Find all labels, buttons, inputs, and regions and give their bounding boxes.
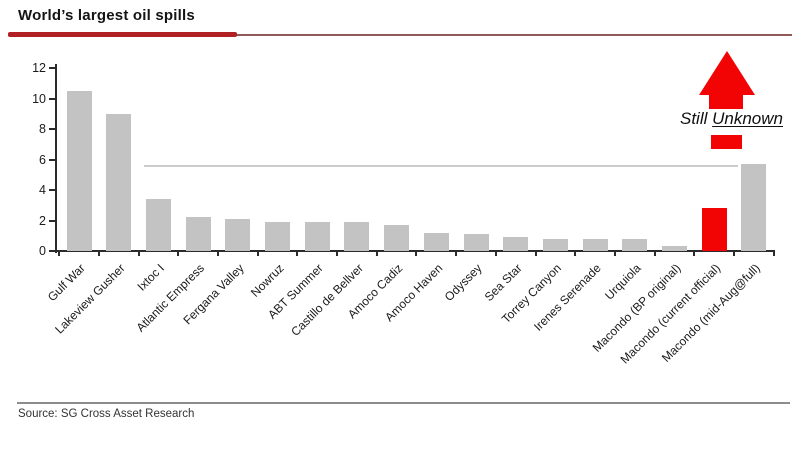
bar-macondo-mid-aug-full xyxy=(741,164,766,251)
x-axis-tick xyxy=(415,251,418,256)
x-label-text: Castillo de Bellver xyxy=(288,261,366,339)
bar-ixtoc-i xyxy=(146,199,171,251)
x-axis-tick xyxy=(97,251,100,256)
x-label-text: Odyssey xyxy=(442,261,485,304)
annotation-text-prefix: Still xyxy=(680,109,713,128)
x-axis-tick xyxy=(772,251,775,256)
bar-abt-summer xyxy=(305,222,330,251)
x-axis-line xyxy=(55,250,775,253)
bar-sea-star xyxy=(503,237,528,251)
up-arrow-stem xyxy=(709,94,743,109)
page-title: World’s largest oil spills xyxy=(18,7,195,24)
x-axis-tick xyxy=(137,251,140,256)
reference-line xyxy=(144,165,738,167)
bar-macondo-current-official xyxy=(702,208,727,251)
x-axis-tick xyxy=(733,251,736,256)
y-axis-tick xyxy=(49,158,55,161)
y-tick-label-12: 12 xyxy=(32,61,46,75)
x-axis-tick xyxy=(177,251,180,256)
x-axis-tick xyxy=(296,251,299,256)
x-axis-tick xyxy=(693,251,696,256)
x-label-text: Lakeview Gusher xyxy=(52,261,128,337)
x-axis-tick xyxy=(336,251,339,256)
bar-macondo-bp-original xyxy=(662,246,687,251)
bar-nowruz xyxy=(265,222,290,251)
x-axis-tick xyxy=(534,251,537,256)
y-axis-tick xyxy=(49,128,55,130)
bar-amoco-cadiz xyxy=(384,225,409,251)
source-text: Source: SG Cross Asset Research xyxy=(18,408,195,420)
y-axis-tick xyxy=(49,189,55,191)
x-axis-tick xyxy=(494,251,497,256)
y-axis-tick xyxy=(49,67,55,69)
bar-lakeview-gusher xyxy=(106,114,131,251)
annotation-still-unknown: Still Unknown xyxy=(650,109,801,129)
y-tick-label-4: 4 xyxy=(39,183,46,197)
y-axis-line xyxy=(55,64,57,253)
up-arrow-icon xyxy=(699,51,755,95)
bar-torrey-canyon xyxy=(543,239,568,251)
bar-gulf-war xyxy=(67,91,92,251)
title-underline-rule xyxy=(8,34,792,36)
bar-amoco-haven xyxy=(424,233,449,251)
y-tick-label-0: 0 xyxy=(39,244,46,258)
y-axis-tick xyxy=(49,97,55,100)
x-label-text: Ixtoc I xyxy=(134,261,168,294)
y-axis-tick xyxy=(49,250,55,252)
x-axis-tick xyxy=(58,251,61,256)
y-tick-label-8: 8 xyxy=(39,122,46,136)
x-axis-tick xyxy=(613,251,616,256)
y-tick-label-10: 10 xyxy=(32,91,46,106)
x-axis-tick xyxy=(574,251,577,256)
annotation-red-block xyxy=(711,135,742,149)
x-label-text: Nowruz xyxy=(247,261,287,300)
x-axis-tick xyxy=(256,251,259,256)
bar-odyssey xyxy=(464,234,489,251)
footer-divider xyxy=(17,402,790,405)
x-axis-tick xyxy=(375,251,378,256)
bar-irenes-serenade xyxy=(583,239,608,251)
bar-atlantic-empress xyxy=(186,217,211,251)
x-axis-tick xyxy=(455,251,458,256)
x-axis-tick xyxy=(653,251,656,256)
bar-fergana-valley xyxy=(225,219,250,251)
y-tick-label-6: 6 xyxy=(39,152,46,167)
bar-castillo-de-bellver xyxy=(344,222,369,251)
bar-urquiola xyxy=(622,239,647,251)
title-underline-accent xyxy=(8,32,237,37)
y-axis-tick xyxy=(49,219,55,222)
annotation-text-underlined: Unknown xyxy=(712,109,783,128)
y-tick-label-2: 2 xyxy=(39,213,46,228)
x-axis-tick xyxy=(216,251,219,256)
